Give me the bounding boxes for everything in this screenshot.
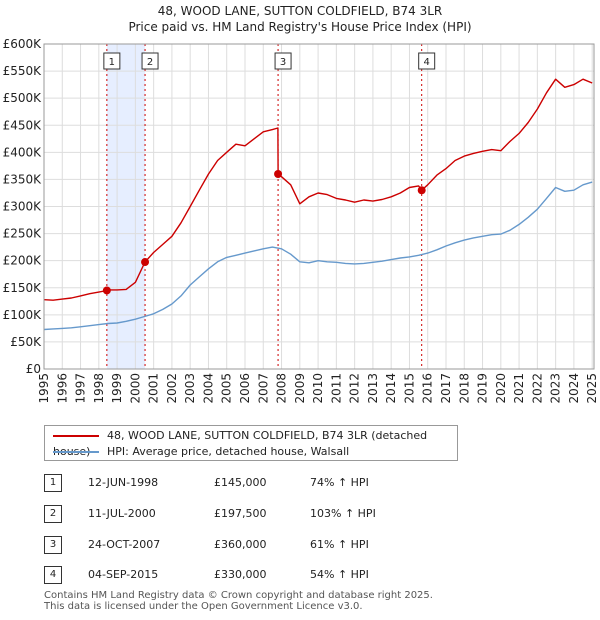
sale-price: £145,000 (214, 476, 267, 489)
sale-row-2: 2 11-JUL-2000 £197,500 103% ↑ HPI (44, 505, 444, 523)
sale-date: 11-JUL-2000 (88, 507, 156, 520)
sale-badge-label: 3 (280, 57, 286, 68)
x-tick-label: 2002 (165, 373, 179, 404)
sale-date: 24-OCT-2007 (88, 538, 161, 551)
y-tick-label: £300K (3, 200, 43, 214)
sale-date: 12-JUN-1998 (88, 476, 159, 489)
x-tick-label: 1997 (74, 373, 88, 404)
sale-number-badge: 2 (44, 505, 62, 523)
sale-hpi-change: 61% ↑ HPI (310, 538, 369, 551)
x-tick-label: 2016 (421, 373, 435, 404)
y-tick-label: £550K (3, 64, 43, 78)
x-tick-label: 1996 (55, 373, 69, 404)
x-tick-label: 2020 (494, 373, 508, 404)
x-tick-label: 2008 (275, 373, 289, 404)
legend-swatch-hpi (53, 451, 99, 453)
sale-badge-label: 2 (147, 57, 153, 68)
sale-row-3: 3 24-OCT-2007 £360,000 61% ↑ HPI (44, 536, 444, 554)
x-tick-label: 2009 (293, 373, 307, 404)
sale-number-badge: 1 (44, 474, 62, 492)
sale-badge-label: 1 (109, 57, 115, 68)
x-tick-label: 2017 (439, 373, 453, 404)
legend-item-hpi: HPI: Average price, detached house, Wals… (53, 444, 349, 460)
sale-point (417, 186, 426, 195)
sale-point (274, 170, 283, 178)
x-tick-label: 2007 (256, 373, 270, 404)
chart-title: 48, WOOD LANE, SUTTON COLDFIELD, B74 3LR (157, 4, 443, 18)
x-tick-label: 2010 (311, 373, 325, 404)
sale-hpi-change: 54% ↑ HPI (310, 568, 369, 581)
footer-copyright: Contains HM Land Registry data © Crown c… (44, 590, 433, 601)
sale-hpi-change: 74% ↑ HPI (310, 476, 369, 489)
sale-number-badge: 3 (44, 536, 62, 554)
y-tick-label: £450K (3, 118, 43, 132)
sale-number-badge: 4 (44, 566, 62, 584)
legend: 48, WOOD LANE, SUTTON COLDFIELD, B74 3LR… (44, 425, 458, 461)
legend-label-property: 48, WOOD LANE, SUTTON COLDFIELD, B74 3LR… (53, 429, 428, 458)
sale-price: £330,000 (214, 568, 267, 581)
sale-badge (418, 52, 436, 70)
price-chart: 1 2 3 4 £0 £50K £100K £150K £200K £250K £300K £350… (3, 37, 600, 404)
x-tick-label: 2025 (585, 373, 599, 404)
legend-swatch-property (53, 435, 99, 437)
y-tick-label: £50K (10, 335, 42, 349)
sale-point (102, 286, 111, 295)
sale-row-4: 4 04-SEP-2015 £330,000 54% ↑ HPI (44, 566, 444, 584)
x-tick-label: 2014 (384, 373, 398, 404)
sale-badge (141, 52, 159, 70)
y-tick-label: £0 (26, 362, 41, 376)
x-tick-label: 2005 (220, 373, 234, 404)
x-tick-label: 2021 (512, 373, 526, 404)
legend-label-hpi: HPI: Average price, detached house, Wals… (107, 445, 350, 458)
y-tick-label: £100K (3, 308, 43, 322)
x-tick-label: 1995 (37, 373, 51, 404)
plot-frame (43, 43, 595, 370)
x-tick-label: 2000 (128, 373, 142, 404)
x-tick-label: 2012 (348, 373, 362, 404)
x-tick-label: 2001 (147, 373, 161, 404)
sale-row-1: 1 12-JUN-1998 £145,000 74% ↑ HPI (44, 474, 444, 492)
x-tick-label: 2013 (366, 373, 380, 404)
sale-badge-label: 4 (424, 57, 430, 68)
y-tick-label: £400K (3, 145, 43, 159)
x-tick-label: 1999 (110, 373, 124, 404)
property-price-line (43, 78, 593, 301)
sale-hpi-change: 103% ↑ HPI (310, 507, 376, 520)
y-tick-label: £200K (3, 254, 43, 268)
x-tick-label: 1998 (92, 373, 106, 404)
sale-badge (274, 52, 292, 70)
sale-date: 04-SEP-2015 (88, 568, 159, 581)
y-tick-label: £150K (3, 281, 43, 295)
chart-subtitle: Price paid vs. HM Land Registry's House … (128, 20, 472, 34)
legend-item-property: 48, WOOD LANE, SUTTON COLDFIELD, B74 3LR… (53, 428, 457, 458)
x-tick-label: 2018 (457, 373, 471, 404)
x-tick-label: 2024 (567, 373, 581, 404)
x-tick-label: 2011 (329, 373, 343, 404)
x-tick-label: 2015 (402, 373, 416, 404)
x-tick-label: 2003 (183, 373, 197, 404)
y-tick-label: £600K (3, 37, 43, 51)
sale-point (141, 258, 150, 267)
x-tick-label: 2004 (201, 373, 215, 404)
y-tick-label: £250K (3, 227, 43, 241)
sale-badge (103, 52, 121, 70)
x-tick-label: 2006 (238, 373, 252, 404)
sale-price: £197,500 (214, 507, 267, 520)
y-tick-label: £500K (3, 91, 43, 105)
hpi-line (43, 181, 593, 331)
x-tick-label: 2022 (530, 373, 544, 404)
x-tick-label: 2019 (476, 373, 490, 404)
sale-price: £360,000 (214, 538, 267, 551)
footer-licence: This data is licensed under the Open Gov… (44, 601, 363, 612)
y-tick-label: £350K (3, 172, 43, 186)
x-tick-label: 2023 (549, 373, 563, 404)
